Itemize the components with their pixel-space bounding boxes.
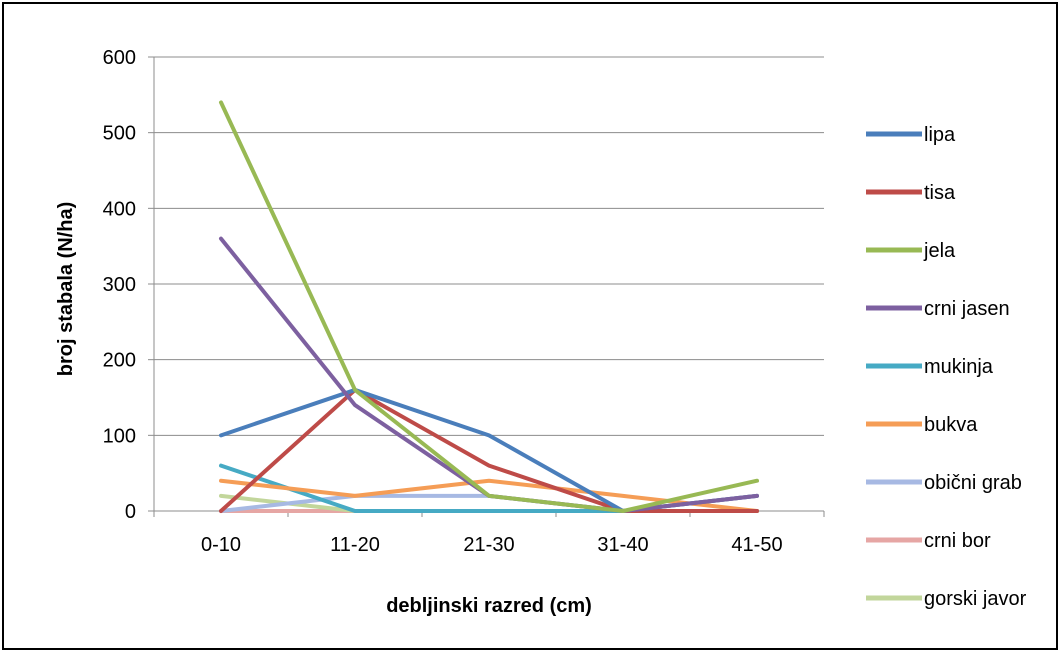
x-tick-label: 41-50 [731, 534, 782, 556]
y-tick-label: 400 [103, 198, 136, 220]
legend-label: crni jasen [924, 298, 1010, 320]
series-line-tisa [219, 387, 759, 513]
x-axis-title: debljinski razred (cm) [386, 595, 592, 617]
x-tick-label: 21-30 [463, 534, 514, 556]
y-tick-label: 0 [125, 501, 136, 523]
legend-label: lipa [924, 124, 956, 146]
series-line-jela [219, 100, 759, 513]
y-axis-ticks: 0 100 200 300 400 500 600 [103, 47, 136, 523]
y-tick-label: 300 [103, 274, 136, 296]
y-axis-title: broj stabala (N/ha) [55, 202, 77, 376]
line-chart: 0 100 200 300 400 500 600 0-10 11-20 21-30 31-40 4… [55, 47, 1027, 617]
legend-label: jela [923, 240, 956, 262]
legend-label: mukinja [924, 356, 994, 378]
x-tick-label: 31-40 [597, 534, 648, 556]
legend-label: bukva [924, 414, 978, 436]
x-axis-ticks: 0-10 11-20 21-30 31-40 41-50 [201, 534, 783, 556]
legend-label: tisa [924, 182, 956, 204]
gridlines [148, 56, 825, 517]
x-tick-label: 11-20 [330, 534, 380, 556]
y-tick-label: 200 [103, 350, 136, 372]
y-tick-label: 500 [103, 123, 136, 145]
legend-label: gorski javor [924, 588, 1027, 610]
legend: lipa tisa jela crni jasen mukinja bukva obični… [866, 124, 1027, 610]
y-tick-label: 600 [103, 47, 136, 69]
y-tick-label: 100 [103, 425, 136, 447]
legend-label: crni bor [924, 530, 991, 552]
series-lines [219, 100, 759, 513]
legend-label: obični grab [924, 472, 1022, 494]
x-tick-label: 0-10 [201, 534, 241, 556]
